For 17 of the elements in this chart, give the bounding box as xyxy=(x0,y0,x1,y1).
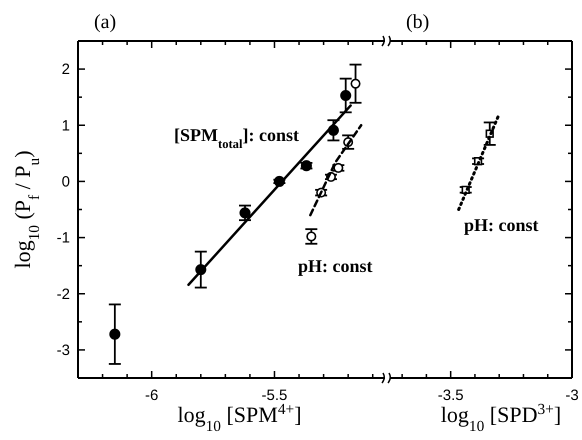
y-tick-label: 2 xyxy=(62,61,70,78)
y-tick-label: -1 xyxy=(56,230,70,247)
point xyxy=(109,328,120,340)
y-tick-label: -2 xyxy=(56,286,70,303)
point xyxy=(340,90,352,101)
chart-title: (a) xyxy=(94,11,116,33)
x-tick-label: -3 xyxy=(565,387,579,404)
point xyxy=(300,160,312,172)
y-tick-label: 1 xyxy=(62,117,70,134)
annotation: pH: const xyxy=(298,256,373,276)
chart-title: (b) xyxy=(406,11,430,33)
annotation: [SPM$_{total}$]: const xyxy=(174,125,299,151)
y-tick-label: 0 xyxy=(62,173,70,190)
x-tick-label: -6 xyxy=(145,387,158,404)
annotation: pH: const xyxy=(464,215,539,235)
y-tick-label: -3 xyxy=(56,342,70,359)
point xyxy=(239,207,251,218)
